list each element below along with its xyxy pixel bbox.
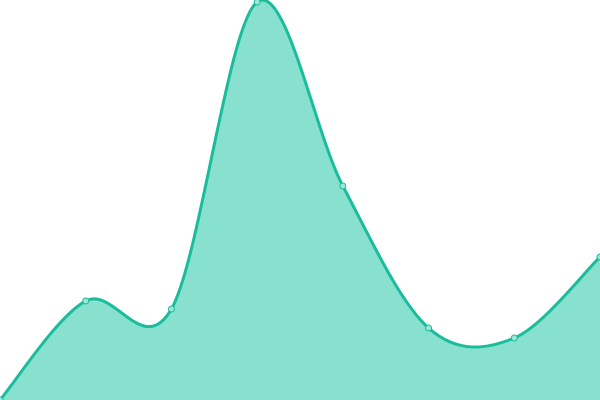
data-point-5 xyxy=(425,324,433,332)
data-point-4 xyxy=(339,182,347,190)
data-point-3 xyxy=(253,0,261,6)
data-point-7 xyxy=(596,253,600,261)
data-point-1 xyxy=(82,297,90,305)
data-point-2 xyxy=(167,305,175,313)
data-point-0 xyxy=(0,396,4,400)
data-point-6 xyxy=(510,334,518,342)
